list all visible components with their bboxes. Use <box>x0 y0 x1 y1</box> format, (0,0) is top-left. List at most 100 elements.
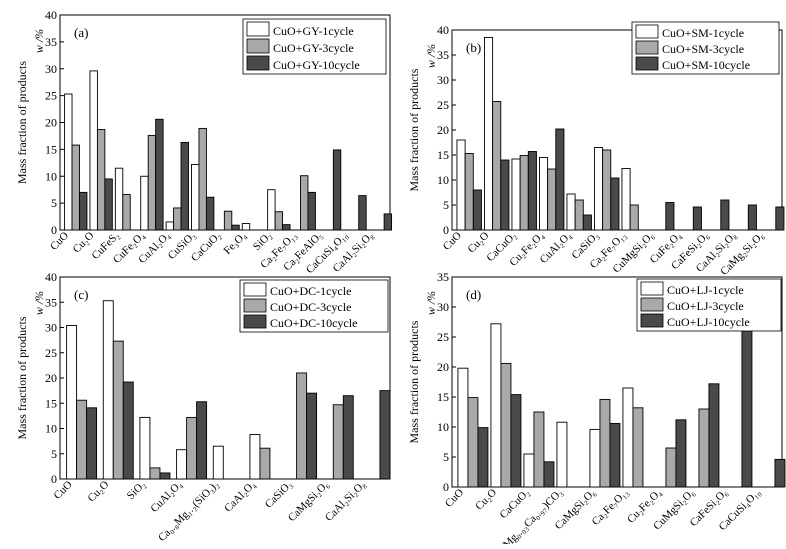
x-tick-label: CaSiO₃ <box>263 479 295 511</box>
x-tick-label: Ca₂Fe₇O₁₃ <box>590 487 631 528</box>
bar <box>492 101 502 231</box>
y-tick-label: 40 <box>437 23 449 37</box>
y-tick-label: 5 <box>51 447 57 461</box>
bar <box>241 223 251 231</box>
bar <box>259 447 271 480</box>
bar <box>296 372 308 480</box>
y-tick-label: 35 <box>437 270 449 284</box>
bar <box>472 189 482 231</box>
bar <box>609 422 621 488</box>
legend-swatch <box>640 297 664 312</box>
bar <box>379 390 391 480</box>
y-tick-label: 40 <box>45 270 57 284</box>
bar <box>71 144 80 231</box>
bar <box>484 37 494 231</box>
y-tick-label: 5 <box>443 450 449 464</box>
bar <box>574 199 584 231</box>
bar <box>383 213 393 231</box>
y-tick-label: 30 <box>45 62 57 76</box>
legend-label: CuO+GY-1cycle <box>273 24 354 38</box>
x-tick-label: Fe₃O₄ <box>222 230 249 257</box>
bar <box>589 428 601 488</box>
bar <box>708 383 720 488</box>
y-axis-unit: w /% <box>32 291 46 315</box>
chart-panel: 0 5 10 15 20 25 30 35 40 Mass fraction of product… <box>15 8 393 276</box>
legend-swatch <box>243 282 267 297</box>
bar <box>176 449 188 480</box>
y-tick-label: 30 <box>45 321 57 335</box>
y-axis-unit: w /% <box>424 291 438 315</box>
legend: CuO+SM-1cycle CuO+SM-3cycle CuO+SM-10cycle <box>631 21 780 75</box>
bar <box>79 191 88 231</box>
y-tick-label: 25 <box>437 98 449 112</box>
y-tick-label: 0 <box>51 223 57 237</box>
bar <box>332 149 342 231</box>
bar <box>173 207 182 231</box>
legend-label: CuO+SM-10cycle <box>662 58 750 72</box>
y-axis-label: Mass fraction of products <box>15 316 29 439</box>
bar <box>774 458 786 488</box>
y-tick-label: 30 <box>437 300 449 314</box>
legend-label: CuO+LJ-10cycle <box>667 315 750 329</box>
bar <box>96 129 106 231</box>
bar <box>539 157 549 231</box>
y-tick-label: 10 <box>437 173 449 187</box>
bar <box>306 392 318 480</box>
bar <box>231 224 240 231</box>
bar <box>467 397 479 488</box>
bar <box>747 204 757 231</box>
bar <box>300 175 309 231</box>
y-tick-label: 20 <box>437 360 449 374</box>
y-tick-label: 20 <box>45 371 57 385</box>
bar <box>332 404 344 480</box>
legend-swatch <box>243 298 267 313</box>
x-tick-label: CuAl₂O₄ <box>148 479 184 515</box>
panel-label: (d) <box>466 287 481 302</box>
bar <box>602 149 612 231</box>
bar <box>122 194 131 231</box>
y-tick-label: 40 <box>45 8 57 22</box>
y-tick-label: 20 <box>437 123 449 137</box>
bar <box>698 408 710 488</box>
y-tick-label: 15 <box>45 142 57 156</box>
y-axis-label: Mass fraction of products <box>407 68 421 191</box>
bar <box>196 401 208 480</box>
legend-swatch <box>640 313 664 328</box>
panel-label: (a) <box>74 25 88 40</box>
bar <box>500 362 512 488</box>
y-tick-label: 20 <box>45 116 57 130</box>
legend-swatch <box>635 40 659 55</box>
bar <box>165 221 175 231</box>
bar <box>594 147 604 231</box>
bar <box>122 381 134 480</box>
bar <box>523 453 535 488</box>
y-tick-label: 15 <box>45 396 57 410</box>
bar <box>720 199 730 231</box>
y-tick-label: 25 <box>45 89 57 103</box>
y-tick-label: 5 <box>443 198 449 212</box>
bar <box>490 323 502 488</box>
y-tick-label: 15 <box>437 148 449 162</box>
bar <box>282 224 291 231</box>
legend-label: CuO+SM-1cycle <box>662 26 744 40</box>
bar <box>456 139 466 231</box>
panel-label: (c) <box>74 287 88 302</box>
bar <box>139 416 151 480</box>
y-tick-label: 10 <box>437 420 449 434</box>
legend-swatch <box>635 56 659 71</box>
bar <box>527 151 537 231</box>
y-tick-label: 35 <box>45 295 57 309</box>
chart-panel: 0 5 10 15 20 25 30 35 40 Mass fraction of product… <box>407 21 785 278</box>
bar <box>741 328 753 488</box>
bar <box>477 427 489 488</box>
x-tick-label: CaAl₂O₄ <box>222 479 258 515</box>
y-tick-label: 15 <box>437 390 449 404</box>
legend: CuO+GY-1cycle CuO+GY-3cycle CuO+GY-10cycle <box>242 18 387 75</box>
x-tick-label: Cu₂O <box>85 479 111 505</box>
x-tick-label: CaAl₂Si₂O₈ <box>323 479 368 524</box>
bar <box>622 387 634 488</box>
bar <box>307 191 316 231</box>
bar <box>533 411 545 488</box>
bar <box>191 163 200 231</box>
